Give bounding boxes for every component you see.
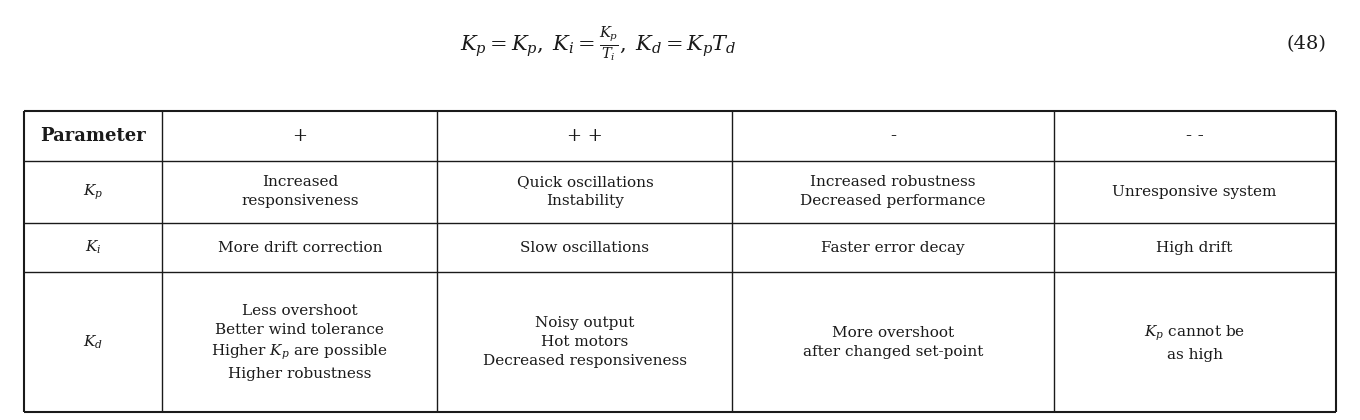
Text: Slow oscillations: Slow oscillations: [521, 241, 650, 255]
Text: Increased
responsiveness: Increased responsiveness: [241, 176, 359, 208]
Text: -: -: [889, 127, 896, 145]
Text: - -: - -: [1186, 127, 1204, 145]
Text: Unresponsive system: Unresponsive system: [1112, 185, 1277, 199]
Text: Faster error decay: Faster error decay: [821, 241, 964, 255]
Text: $K_i$: $K_i$: [86, 239, 102, 256]
Text: Less overshoot
Better wind tolerance
Higher $K_p$ are possible
Higher robustness: Less overshoot Better wind tolerance Hig…: [211, 304, 389, 381]
Text: More drift correction: More drift correction: [218, 241, 382, 255]
Text: $K_p$ cannot be
as high: $K_p$ cannot be as high: [1144, 323, 1246, 362]
Text: Increased robustness
Decreased performance: Increased robustness Decreased performan…: [800, 176, 986, 208]
Text: Parameter: Parameter: [41, 127, 146, 145]
Text: $K_d$: $K_d$: [83, 334, 103, 351]
Text: (48): (48): [1287, 35, 1326, 53]
Text: High drift: High drift: [1156, 241, 1232, 255]
Text: Noisy output
Hot motors
Decreased responsiveness: Noisy output Hot motors Decreased respon…: [483, 317, 687, 368]
Text: $K_p$: $K_p$: [83, 182, 103, 202]
Text: + +: + +: [567, 127, 602, 145]
Text: Quick oscillations
Instability: Quick oscillations Instability: [517, 176, 653, 208]
Text: More overshoot
after changed set-point: More overshoot after changed set-point: [802, 326, 983, 359]
Text: +: +: [292, 127, 307, 145]
Text: $K_p = K_p,\;  K_i = \frac{K_p}{T_i},\;  K_d = K_p T_d$: $K_p = K_p,\; K_i = \frac{K_p}{T_i},\; K…: [460, 24, 737, 64]
